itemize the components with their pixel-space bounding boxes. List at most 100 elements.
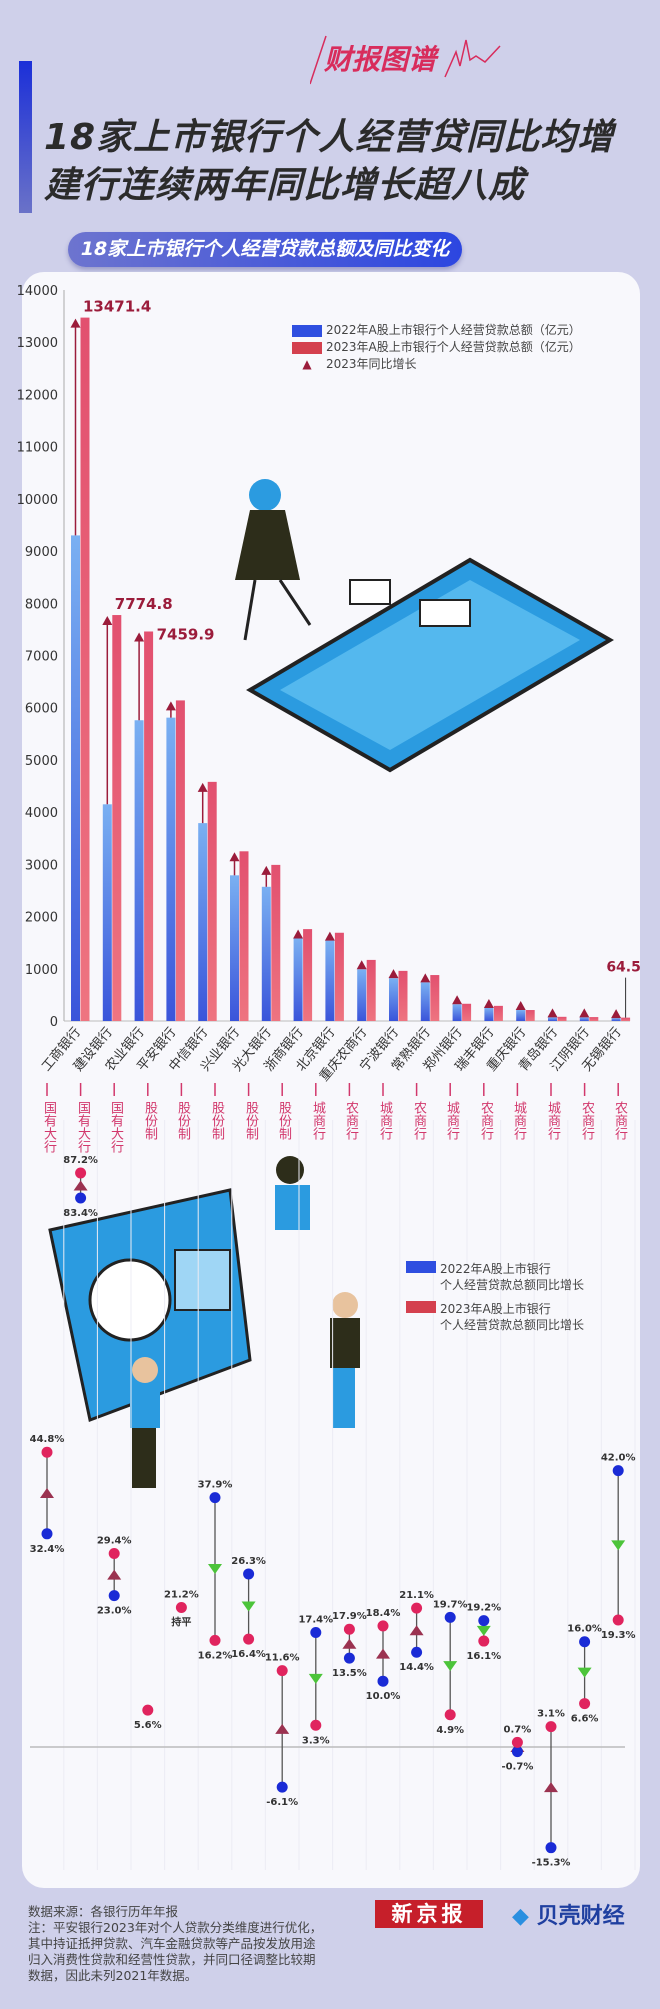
legend-swatch-yoy-2022 — [406, 1261, 436, 1273]
y-tick-label: 14000 — [17, 284, 58, 299]
growth-arrow-head — [452, 995, 463, 1005]
bar-2022 — [452, 1004, 462, 1021]
bar-2022 — [579, 1017, 589, 1021]
dot-2023 — [310, 1719, 322, 1731]
legend-label-2022: 2022年A股上市银行个人经营贷款总额（亿元） — [326, 323, 581, 337]
dot-2023 — [276, 1665, 288, 1677]
footer-notes: 数据来源：各银行历年年报 注：平安银行2023年对个人贷款分类维度进行优化， 其… — [28, 1904, 322, 1984]
y-tick-label: 12000 — [17, 388, 58, 403]
value-label-2022: 13.5% — [332, 1668, 367, 1679]
bar-2023 — [557, 1016, 567, 1021]
legend-item-yoy-2022: 2022年A股上市银行个人经营贷款总额同比增长 — [406, 1261, 584, 1293]
value-label-2023: 19.3% — [601, 1630, 636, 1641]
brand-logo: 财报图谱 — [309, 32, 510, 92]
value-label-2023: 29.4% — [97, 1536, 132, 1547]
legend-swatch-2023 — [292, 341, 322, 354]
dot-2022 — [377, 1675, 389, 1687]
shell-icon: ◆ — [512, 1904, 529, 1929]
growth-arrow-head — [324, 931, 335, 941]
value-label-2023: 11.6% — [265, 1653, 300, 1664]
dot-legend: 2022年A股上市银行个人经营贷款总额同比增长 2023年A股上市银行 个人经营贷… — [406, 1261, 584, 1333]
value-label-2023: 44.8% — [30, 1434, 65, 1445]
xinjingbao-logo: 新京报 — [375, 1900, 483, 1928]
dot-2023 — [612, 1614, 624, 1626]
dot-2022 — [511, 1746, 523, 1758]
beike-caijing-logo: ◆ 贝壳财经 — [512, 1898, 625, 1930]
footnote-line: 归入消费性贷款和经营性贷款，并同口径调整比较期 — [28, 1952, 316, 1967]
bar-2022 — [484, 1007, 494, 1021]
dot-2023 — [444, 1709, 456, 1721]
triangle-up-icon: ▲ — [302, 357, 312, 371]
legend-label-yoy-2022-line2: 个人经营贷款总额同比增长 — [440, 1278, 585, 1292]
dot-2023 — [579, 1698, 591, 1710]
growth-arrow-head — [197, 782, 208, 792]
legend-item-yoy-2023: 2023年A股上市银行 个人经营贷款总额同比增长 — [406, 1301, 584, 1333]
dot-2022 — [612, 1465, 624, 1477]
value-label-2022: 10.0% — [366, 1691, 401, 1702]
dot-2022 — [41, 1528, 53, 1540]
y-tick-label: 13000 — [17, 336, 58, 351]
bar-2022 — [325, 940, 335, 1021]
dot-2023 — [108, 1548, 120, 1560]
growth-arrow-head — [102, 616, 113, 626]
footnote-line: 注：平安银行2023年对个人贷款分类维度进行优化， — [28, 1920, 323, 1935]
legend-label-2023: 2023年A股上市银行个人经营贷款总额（亿元） — [326, 340, 581, 354]
bank-type-label: 农商行 — [343, 1101, 358, 1140]
title-accent-bar — [19, 61, 32, 213]
bank-type-label: 股份制 — [209, 1101, 224, 1140]
dot-2022 — [411, 1646, 423, 1658]
bar-2022 — [389, 978, 398, 1021]
dot-2022 — [579, 1636, 591, 1648]
dot-2023 — [75, 1167, 87, 1179]
decrease-triangle-icon — [611, 1540, 626, 1551]
increase-triangle-icon — [544, 1782, 558, 1793]
dot-2023 — [411, 1602, 423, 1614]
bar-2023 — [462, 1003, 472, 1021]
legend-label-yoy-2022-line1: 2022年A股上市银行 — [440, 1262, 551, 1276]
dot-2022 — [75, 1192, 87, 1204]
growth-arrow-head — [579, 1008, 590, 1018]
bar-2022 — [420, 982, 430, 1021]
bank-type-label: 国有大行 — [41, 1101, 56, 1153]
bar-2023 — [144, 631, 154, 1021]
dot-2023 — [478, 1635, 490, 1647]
value-label-2022: 17.4% — [298, 1615, 333, 1626]
value-label-2022: 37.9% — [198, 1480, 233, 1491]
subtitle-text: 18家上市银行个人经营贷款总额及同比变化 — [80, 238, 450, 260]
value-label-2023: 16.1% — [466, 1651, 501, 1662]
increase-triangle-icon — [342, 1638, 357, 1649]
value-label-2022: -6.1% — [266, 1797, 298, 1808]
decrease-triangle-icon — [476, 1625, 491, 1636]
bar-2023 — [398, 970, 408, 1021]
chart-card — [22, 272, 640, 1888]
dot-2023 — [343, 1623, 355, 1635]
decrease-triangle-icon — [443, 1661, 458, 1672]
increase-triangle-icon — [73, 1180, 88, 1191]
legend-item-2022: 2022年A股上市银行个人经营贷款总额（亿元） — [292, 321, 581, 338]
dot-2023 — [209, 1634, 221, 1646]
bar-2022 — [134, 720, 144, 1021]
bar-2023 — [334, 932, 344, 1021]
bar-2022 — [166, 717, 176, 1021]
bar-2023 — [430, 975, 440, 1021]
dot-2023 — [175, 1602, 187, 1614]
value-label-2022: 32.4% — [30, 1544, 65, 1555]
bar-2023 — [207, 781, 217, 1021]
chart-subtitle: 18家上市银行个人经营贷款总额及同比变化 — [68, 232, 462, 267]
page-title-line-1: 18家上市银行个人经营贷同比均增 — [44, 117, 615, 158]
bank-type-label: 城商行 — [377, 1101, 392, 1140]
value-label-2023: 21.1% — [399, 1590, 434, 1601]
decrease-triangle-icon — [577, 1667, 592, 1678]
value-label-2023: 6.6% — [571, 1714, 599, 1725]
legend-label-yoy-2023-line2: 个人经营贷款总额同比增长 — [440, 1318, 585, 1332]
increase-triangle-icon — [409, 1625, 424, 1636]
value-label-2023: 18.4% — [366, 1608, 401, 1619]
bar-2023 — [175, 700, 185, 1021]
y-tick-label: 8000 — [25, 597, 58, 612]
value-label-2022: 19.2% — [466, 1603, 501, 1614]
bank-type-label: 股份制 — [142, 1101, 157, 1140]
y-tick-label: 4000 — [25, 806, 58, 821]
dot-2022 — [310, 1627, 322, 1639]
